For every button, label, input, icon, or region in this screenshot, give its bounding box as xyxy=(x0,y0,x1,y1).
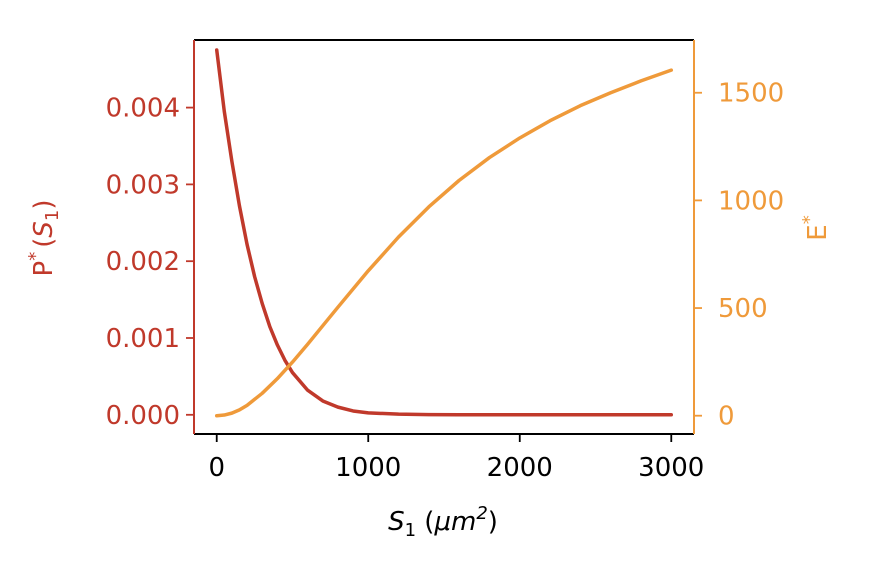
series-line-left xyxy=(214,48,674,417)
frame-layer xyxy=(193,39,695,435)
left-tick-label: 0.001 xyxy=(106,324,180,354)
x-tick-label: 2000 xyxy=(487,453,553,483)
left-tick-label: 0.000 xyxy=(106,401,180,431)
right-axis-title: E* xyxy=(799,215,833,240)
right-tick-label: 1500 xyxy=(718,79,784,109)
x-tick-label: 1000 xyxy=(335,453,401,483)
left-axis-title: P*(S1) xyxy=(25,200,63,277)
right-tick-label: 1000 xyxy=(718,186,784,216)
left-tick-label: 0.004 xyxy=(106,94,180,124)
right-tick-label: 500 xyxy=(718,294,768,324)
x-tick-label: 3000 xyxy=(638,453,704,483)
series-line-right xyxy=(214,68,674,418)
ticks-layer: 0 1000 2000 3000 0.000 0.001 0.002 0.003 0.004 0 5… xyxy=(106,79,785,483)
left-tick-label: 0.003 xyxy=(106,170,180,200)
series-layer xyxy=(214,48,674,418)
x-tick-label: 0 xyxy=(208,453,225,483)
left-tick-label: 0.002 xyxy=(106,247,180,277)
x-axis-title: S1 (μm2) xyxy=(388,503,498,541)
right-tick-label: 0 xyxy=(718,402,735,432)
